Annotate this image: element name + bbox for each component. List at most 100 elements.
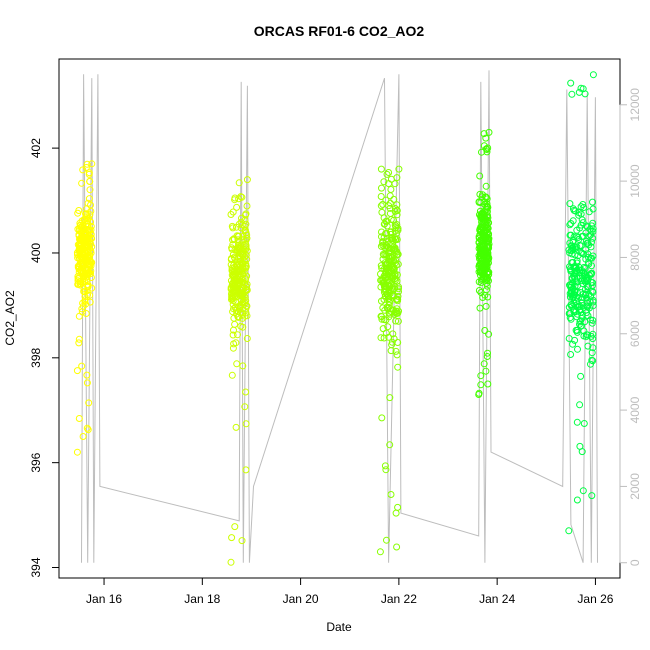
data-point xyxy=(376,548,384,556)
data-point xyxy=(588,356,596,364)
data-point xyxy=(587,332,595,340)
data-point xyxy=(566,249,574,257)
data-point xyxy=(75,265,83,273)
data-point xyxy=(588,319,596,327)
data-point xyxy=(567,220,575,227)
x-axis-label: Date xyxy=(326,620,352,634)
data-point xyxy=(394,363,402,371)
data-point xyxy=(589,234,597,242)
data-point xyxy=(570,272,578,280)
data-point xyxy=(382,242,390,250)
data-point xyxy=(585,232,593,240)
data-point xyxy=(82,300,90,308)
data-point xyxy=(79,166,87,174)
data-point xyxy=(227,277,235,285)
data-point xyxy=(580,327,588,335)
data-point xyxy=(80,224,88,232)
data-point xyxy=(83,276,91,284)
data-point xyxy=(229,331,237,339)
data-point xyxy=(229,308,237,316)
data-point xyxy=(86,186,94,194)
data-point xyxy=(584,312,592,320)
data-point xyxy=(75,339,83,347)
data-point xyxy=(477,260,484,268)
data-point xyxy=(576,318,584,326)
data-point xyxy=(578,299,586,307)
data-point xyxy=(385,249,392,257)
data-point xyxy=(73,448,81,456)
data-point xyxy=(484,293,492,301)
data-point xyxy=(241,276,249,284)
data-point xyxy=(577,317,585,325)
data-point xyxy=(83,160,91,168)
data-point xyxy=(237,193,245,201)
data-point xyxy=(83,424,91,432)
data-point xyxy=(389,264,397,272)
data-point xyxy=(576,242,584,250)
data-point xyxy=(229,344,237,352)
data-point xyxy=(379,238,387,246)
data-point xyxy=(242,242,250,250)
data-point xyxy=(235,251,243,259)
data-point xyxy=(475,287,483,294)
series-1 xyxy=(73,160,96,456)
data-point xyxy=(243,283,251,291)
data-point xyxy=(234,232,242,240)
data-point xyxy=(383,217,391,225)
series-3 xyxy=(376,165,403,556)
data-point xyxy=(582,289,590,297)
data-point xyxy=(87,207,95,215)
data-point xyxy=(586,225,594,233)
data-point xyxy=(482,302,490,310)
data-point xyxy=(566,200,574,208)
data-point xyxy=(578,216,586,224)
data-point xyxy=(84,223,92,231)
data-point xyxy=(387,175,395,183)
data-point xyxy=(75,415,83,422)
data-point xyxy=(485,259,492,267)
y-tick-label: 400 xyxy=(29,243,43,263)
data-point xyxy=(484,203,492,211)
data-point xyxy=(383,170,391,178)
data-point xyxy=(388,338,396,346)
data-point xyxy=(579,201,587,208)
data-point xyxy=(379,304,387,312)
data-point xyxy=(566,263,573,271)
data-point xyxy=(475,391,483,398)
data-point xyxy=(381,462,389,470)
data-point xyxy=(385,169,393,176)
data-point xyxy=(392,347,400,355)
y2-tick-label: 8000 xyxy=(628,244,642,271)
data-point xyxy=(81,249,89,257)
data-point xyxy=(580,420,588,427)
data-point xyxy=(240,269,248,277)
data-point xyxy=(484,268,492,276)
series-4 xyxy=(475,128,493,398)
data-point xyxy=(379,200,387,208)
data-point xyxy=(228,534,236,542)
data-point xyxy=(385,202,393,210)
data-point xyxy=(475,268,483,276)
data-point xyxy=(230,340,238,348)
data-point xyxy=(385,309,393,317)
data-point xyxy=(588,269,596,277)
data-point xyxy=(392,236,400,244)
data-point xyxy=(234,331,241,339)
data-point xyxy=(228,222,236,230)
data-point xyxy=(583,239,591,247)
data-point xyxy=(377,165,385,173)
data-point xyxy=(481,232,489,240)
data-point xyxy=(242,388,250,396)
data-point xyxy=(83,379,91,387)
data-point xyxy=(85,239,93,247)
data-point xyxy=(568,90,576,98)
data-point xyxy=(378,414,386,422)
data-point xyxy=(80,234,88,242)
data-point xyxy=(570,233,578,241)
data-point xyxy=(575,209,583,217)
data-point xyxy=(84,426,92,434)
data-point xyxy=(585,253,592,261)
data-point xyxy=(78,362,86,370)
data-point xyxy=(82,210,89,218)
data-point xyxy=(243,286,251,294)
